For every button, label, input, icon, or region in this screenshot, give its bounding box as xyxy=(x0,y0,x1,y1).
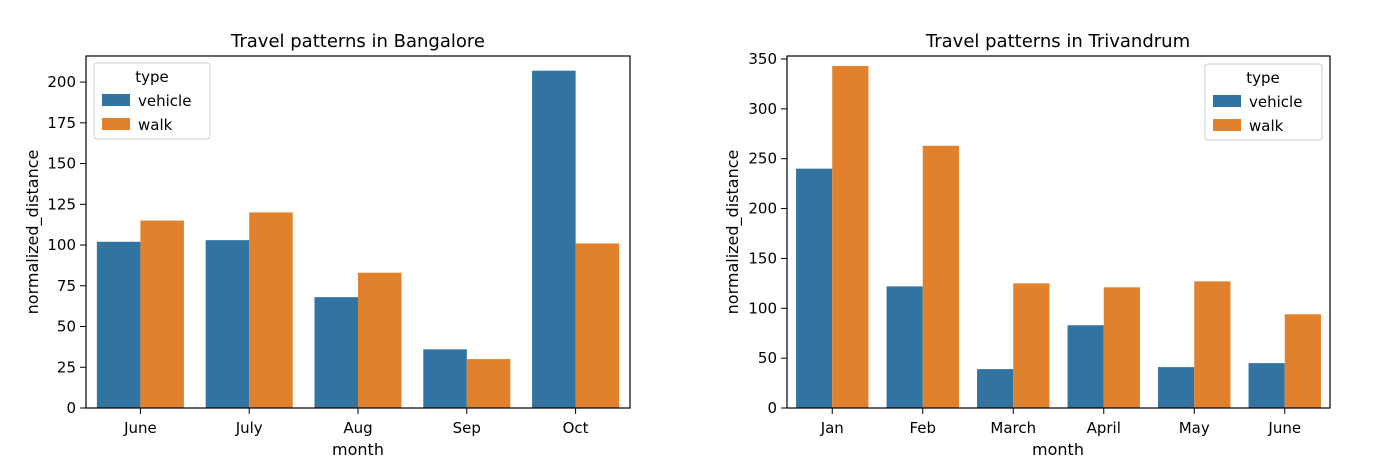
x-tick-label: April xyxy=(1087,419,1121,437)
bars xyxy=(96,70,620,409)
bar-walk-april xyxy=(1103,287,1140,408)
bar-vehicle-feb xyxy=(886,286,923,408)
bar-walk-july xyxy=(249,212,293,408)
x-tick-label: March xyxy=(990,419,1036,437)
bar-walk-may xyxy=(1194,281,1231,408)
x-tick-label: June xyxy=(1267,419,1301,437)
y-tick-label: 100 xyxy=(47,236,76,254)
y-tick-label: 0 xyxy=(767,399,777,417)
bar-vehicle-sep xyxy=(423,349,467,408)
chart-title: Travel patterns in Bangalore xyxy=(230,31,485,52)
x-axis: Jan Feb March April May June xyxy=(820,408,1301,437)
plot-frame xyxy=(786,55,1331,409)
x-tick-label: July xyxy=(235,419,263,437)
bar-walk-oct xyxy=(575,243,620,408)
bar-vehicle-may xyxy=(1158,367,1195,408)
y-axis-label: normalized_distance xyxy=(23,150,43,315)
y-axis: 0 50 100 150 200 250 300 350 xyxy=(748,50,787,417)
x-tick-label: Oct xyxy=(563,419,589,437)
y-tick-label: 50 xyxy=(758,349,777,367)
y-tick-label: 300 xyxy=(748,100,777,118)
legend-swatch-walk xyxy=(102,118,130,130)
bar-walk-june xyxy=(140,220,184,408)
y-tick-label: 175 xyxy=(47,114,76,132)
y-tick-label: 75 xyxy=(57,277,76,295)
y-tick-label: 100 xyxy=(748,299,777,317)
x-tick-label: Aug xyxy=(343,419,372,437)
legend-label-walk: walk xyxy=(138,116,173,134)
bar-vehicle-july xyxy=(205,240,250,408)
bars xyxy=(796,65,1321,408)
x-axis: June July Aug Sep Oct xyxy=(123,408,589,437)
legend: type vehicle walk xyxy=(93,62,211,140)
bar-walk-sep xyxy=(466,359,511,408)
y-tick-label: 150 xyxy=(47,155,76,173)
chart-bangalore: Travel patterns in Bangalore normalized_… xyxy=(23,31,631,459)
y-axis-label: normalized_distance xyxy=(723,150,743,315)
plot-frame xyxy=(85,55,631,409)
y-tick-label: 250 xyxy=(748,150,777,168)
bar-walk-aug xyxy=(358,272,402,408)
bar-walk-june xyxy=(1284,314,1321,408)
y-tick-label: 125 xyxy=(47,195,76,213)
bar-vehicle-april xyxy=(1067,325,1104,408)
y-tick-label: 350 xyxy=(748,50,777,68)
x-tick-label: May xyxy=(1179,419,1210,437)
y-tick-label: 50 xyxy=(57,318,76,336)
x-tick-label: June xyxy=(123,419,157,437)
bar-walk-feb xyxy=(922,145,959,408)
bar-vehicle-march xyxy=(977,369,1014,408)
bar-walk-march xyxy=(1013,283,1050,408)
bar-vehicle-jan xyxy=(796,168,833,408)
chart-title: Travel patterns in Trivandrum xyxy=(925,31,1190,52)
x-axis-label: month xyxy=(1032,440,1084,459)
chart-trivandrum: Travel patterns in Trivandrum normalized… xyxy=(723,31,1331,459)
bar-vehicle-oct xyxy=(532,70,576,409)
y-tick-label: 0 xyxy=(66,399,76,417)
legend-title: type xyxy=(135,68,169,86)
y-tick-label: 25 xyxy=(57,358,76,376)
legend-swatch-vehicle xyxy=(1213,95,1241,107)
x-tick-label: Jan xyxy=(820,419,844,437)
legend-title: type xyxy=(1246,69,1280,87)
legend-label-walk: walk xyxy=(1249,117,1284,135)
legend-label-vehicle: vehicle xyxy=(1249,93,1302,111)
x-tick-label: Feb xyxy=(909,419,936,437)
y-tick-label: 150 xyxy=(748,249,777,267)
bar-walk-jan xyxy=(832,65,869,408)
bar-vehicle-aug xyxy=(314,297,358,408)
y-tick-label: 200 xyxy=(47,73,76,91)
bar-vehicle-june xyxy=(96,241,141,408)
y-tick-label: 200 xyxy=(748,200,777,218)
legend: type vehicle walk xyxy=(1204,63,1323,141)
bar-vehicle-june xyxy=(1248,363,1285,408)
x-axis-label: month xyxy=(332,440,384,459)
x-tick-label: Sep xyxy=(453,419,481,437)
legend-swatch-walk xyxy=(1213,119,1241,131)
legend-label-vehicle: vehicle xyxy=(138,92,191,110)
legend-swatch-vehicle xyxy=(102,94,130,106)
y-axis: 0 25 50 75 100 125 150 175 200 xyxy=(47,73,86,417)
